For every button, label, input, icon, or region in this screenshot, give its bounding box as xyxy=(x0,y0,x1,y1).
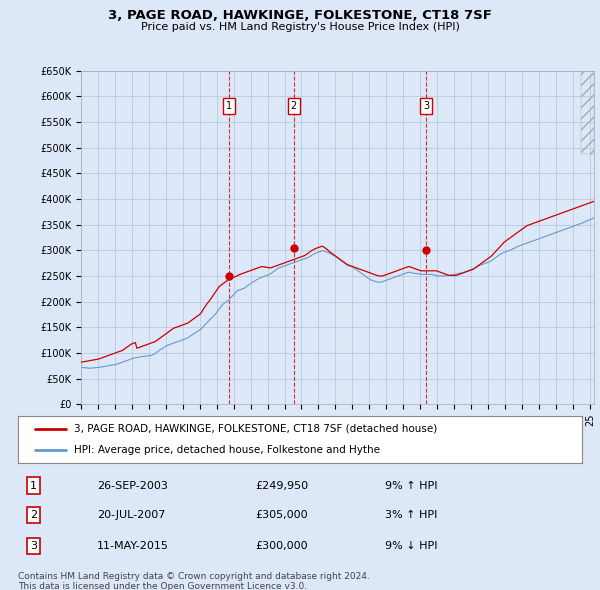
Text: This data is licensed under the Open Government Licence v3.0.: This data is licensed under the Open Gov… xyxy=(18,582,307,590)
Text: 9% ↓ HPI: 9% ↓ HPI xyxy=(385,541,437,551)
Text: £305,000: £305,000 xyxy=(255,510,308,520)
Text: 1: 1 xyxy=(226,101,232,111)
Text: Contains HM Land Registry data © Crown copyright and database right 2024.: Contains HM Land Registry data © Crown c… xyxy=(18,572,370,581)
Text: 9% ↑ HPI: 9% ↑ HPI xyxy=(385,481,437,490)
Text: 2: 2 xyxy=(30,510,37,520)
Text: 3: 3 xyxy=(423,101,430,111)
Text: £249,950: £249,950 xyxy=(255,481,308,490)
Text: 3% ↑ HPI: 3% ↑ HPI xyxy=(385,510,437,520)
Text: 3: 3 xyxy=(30,541,37,551)
Text: 3, PAGE ROAD, HAWKINGE, FOLKESTONE, CT18 7SF (detached house): 3, PAGE ROAD, HAWKINGE, FOLKESTONE, CT18… xyxy=(74,424,437,434)
Text: HPI: Average price, detached house, Folkestone and Hythe: HPI: Average price, detached house, Folk… xyxy=(74,445,380,455)
Text: 20-JUL-2007: 20-JUL-2007 xyxy=(97,510,166,520)
Text: Price paid vs. HM Land Registry's House Price Index (HPI): Price paid vs. HM Land Registry's House … xyxy=(140,22,460,32)
Text: 11-MAY-2015: 11-MAY-2015 xyxy=(97,541,169,551)
Text: 2: 2 xyxy=(291,101,297,111)
Text: £300,000: £300,000 xyxy=(255,541,308,551)
Text: 1: 1 xyxy=(30,481,37,490)
Text: 3, PAGE ROAD, HAWKINGE, FOLKESTONE, CT18 7SF: 3, PAGE ROAD, HAWKINGE, FOLKESTONE, CT18… xyxy=(108,9,492,22)
Text: 26-SEP-2003: 26-SEP-2003 xyxy=(97,481,168,490)
